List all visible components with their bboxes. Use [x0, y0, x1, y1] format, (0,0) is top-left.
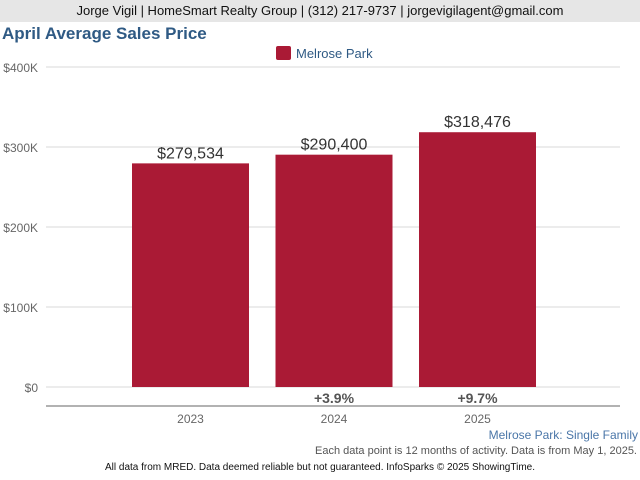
legend[interactable]: Melrose Park: [276, 45, 373, 61]
legend-label: Melrose Park: [296, 45, 373, 61]
y-tick-label: $200K: [3, 221, 38, 235]
x-tick-label-2025: 2025: [464, 412, 491, 426]
bar-2024[interactable]: [275, 154, 393, 387]
value-labels: $279,534 $290,400 $318,476: [157, 114, 511, 162]
change-label-2025: +9.7%: [457, 390, 498, 406]
agent-contact-bar: Jorge Vigil | HomeSmart Realty Group | (…: [0, 0, 640, 22]
y-axis-ticks: $0 $100K $200K $300K $400K: [3, 61, 38, 395]
y-tick-label: $300K: [3, 141, 38, 155]
chart-title: April Average Sales Price: [2, 24, 207, 43]
x-tick-label-2023: 2023: [177, 412, 204, 426]
bar-2023[interactable]: [132, 163, 249, 387]
x-axis-ticks: 2023 2024 2025: [177, 412, 491, 426]
value-label-2025: $318,476: [444, 114, 511, 131]
data-note: Each data point is 12 months of activity…: [314, 445, 637, 457]
y-tick-label: $0: [25, 381, 39, 395]
change-label-2024: +3.9%: [314, 390, 355, 406]
y-tick-label: $100K: [3, 301, 38, 315]
data-credit: All data from MRED. Data deemed reliable…: [104, 462, 535, 473]
value-label-2024: $290,400: [301, 137, 368, 154]
chart-subtitle: Melrose Park: Single Family: [488, 428, 638, 442]
change-labels: +3.9% +9.7%: [314, 390, 498, 406]
y-tick-label: $400K: [3, 61, 38, 75]
bar-2025[interactable]: [419, 132, 536, 387]
bars: [132, 132, 536, 387]
value-label-2023: $279,534: [157, 145, 224, 162]
x-tick-label-2024: 2024: [321, 412, 348, 426]
legend-swatch: [276, 46, 291, 60]
